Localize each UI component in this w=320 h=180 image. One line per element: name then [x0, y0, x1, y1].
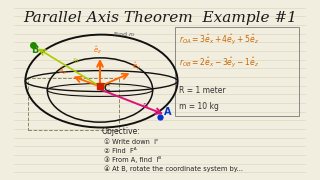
Text: $r_A$: $r_A$	[142, 101, 150, 111]
Text: $\hat{e}_y$: $\hat{e}_y$	[132, 60, 141, 73]
Text: $r_{OB} = 2\hat{e}_x - 3\hat{e}_y - 1\hat{e}_z$: $r_{OB} = 2\hat{e}_x - 3\hat{e}_y - 1\ha…	[179, 56, 259, 71]
Text: ④ At B, rotate the coordinate system by...: ④ At B, rotate the coordinate system by.…	[104, 165, 244, 172]
Text: C: C	[103, 84, 110, 93]
Text: Parallel Axis Theorem  Example #1: Parallel Axis Theorem Example #1	[23, 11, 297, 25]
Text: ③ From A, find  Iᴮ: ③ From A, find Iᴮ	[104, 156, 162, 163]
Text: Find $r_G$: Find $r_G$	[113, 30, 136, 39]
Text: B: B	[31, 45, 39, 55]
Text: m = 10 kg: m = 10 kg	[179, 102, 219, 111]
Text: $r_B$: $r_B$	[72, 55, 80, 66]
Text: $r_{OA} = 3\hat{e}_x + 4\hat{e}_y + 5\hat{e}_z$: $r_{OA} = 3\hat{e}_x + 4\hat{e}_y + 5\ha…	[179, 33, 259, 47]
Text: R = 1 meter: R = 1 meter	[179, 86, 226, 94]
Text: $\hat{e}_z$: $\hat{e}_z$	[93, 44, 102, 56]
Text: ① Write down  Iᶜ: ① Write down Iᶜ	[104, 139, 159, 145]
Text: ② Find  Fᴬ: ② Find Fᴬ	[104, 148, 137, 154]
Text: A: A	[164, 107, 171, 117]
Text: Objective:: Objective:	[101, 127, 140, 136]
Text: $\hat{e}_x$: $\hat{e}_x$	[58, 66, 67, 77]
